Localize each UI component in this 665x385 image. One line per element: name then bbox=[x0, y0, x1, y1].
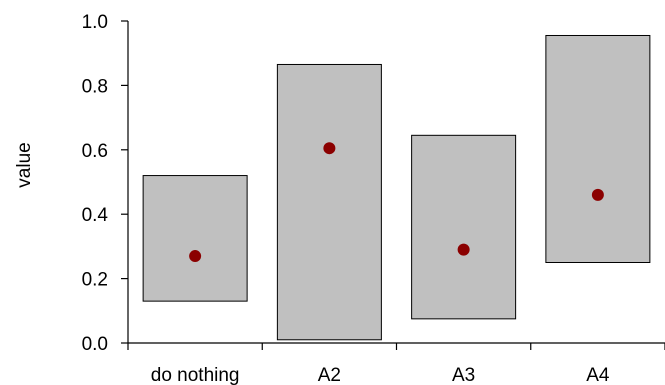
y-tick-label: 0.8 bbox=[82, 76, 108, 97]
y-tick-label: 1.0 bbox=[82, 12, 108, 33]
point-marker bbox=[591, 188, 604, 201]
y-axis-title: value bbox=[14, 142, 35, 187]
point-markers bbox=[189, 142, 604, 263]
x-tick-label: A3 bbox=[452, 365, 475, 385]
y-tick-label: 0.2 bbox=[82, 270, 108, 291]
range-bars bbox=[142, 34, 651, 341]
x-tick-label: A4 bbox=[586, 365, 610, 385]
range-bar bbox=[142, 175, 248, 302]
x-tick-label: A2 bbox=[318, 365, 341, 385]
point-marker bbox=[189, 250, 202, 263]
range-bar bbox=[411, 134, 517, 320]
point-marker bbox=[323, 142, 336, 155]
range-bar bbox=[276, 63, 382, 341]
y-axis: 0.0 0.2 0.4 0.6 0.8 1.0 bbox=[82, 12, 129, 355]
x-tick-label: do nothing bbox=[151, 365, 240, 385]
y-tick-label: 0.6 bbox=[82, 141, 108, 162]
point-marker bbox=[457, 243, 470, 256]
range-bar bbox=[545, 34, 651, 263]
x-axis: do nothing A2 A3 A4 bbox=[127, 342, 665, 385]
y-tick-label: 0.0 bbox=[82, 334, 108, 355]
y-tick-label: 0.4 bbox=[82, 205, 109, 226]
